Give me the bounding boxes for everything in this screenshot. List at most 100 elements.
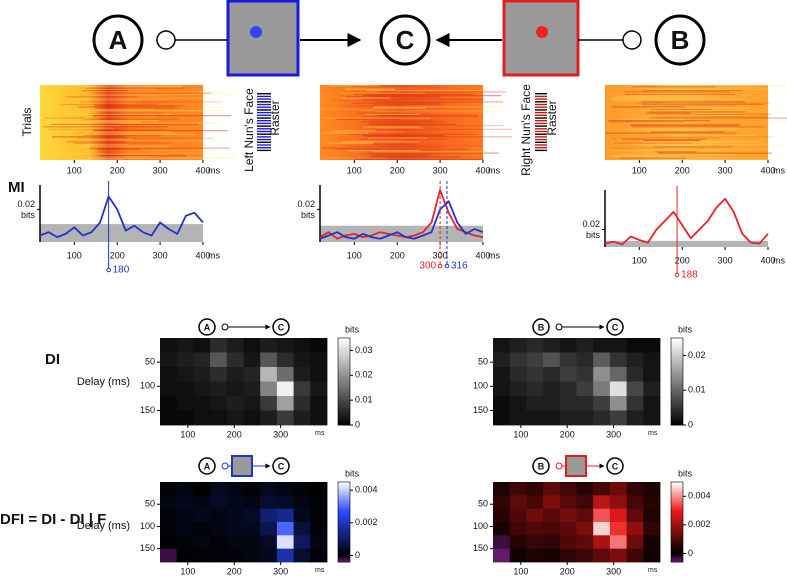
heatmap-cell (176, 367, 194, 382)
heatmap-cell (609, 508, 627, 523)
raster-streak (372, 143, 418, 145)
raster-streak (47, 128, 164, 130)
y-tick-label: 50 (145, 357, 155, 367)
raster-streak (656, 116, 769, 118)
colorbar-step (338, 407, 350, 411)
connector (555, 323, 563, 331)
x-unit: ms (208, 250, 220, 260)
colorbar-frame (337, 337, 351, 426)
colorbar-step (338, 560, 350, 563)
heatmap-cell (310, 522, 328, 536)
colorbar-step (338, 510, 350, 513)
colorbar-step (671, 506, 683, 509)
colorbar-label: bits (678, 324, 693, 334)
mi-line (319, 189, 484, 240)
colorbar-step (671, 520, 683, 523)
raster-streak (334, 148, 470, 150)
colorbar-step (671, 394, 683, 398)
raster (320, 85, 483, 160)
heatmap-cell (526, 410, 544, 426)
colorbar-step (671, 346, 683, 350)
raster-streak (322, 117, 431, 119)
flow-diagram: A C B C A C B C (198, 318, 624, 477)
heatmap-cell (559, 367, 577, 382)
heatmap-cell (626, 396, 644, 411)
colorbar-step (338, 528, 350, 531)
heatmap-cell (576, 338, 594, 353)
heatmap-cell (293, 367, 311, 382)
colorbar-step (671, 381, 683, 385)
heatmap-cell (559, 508, 577, 523)
heatmap-cell (493, 508, 511, 523)
colorbar-step (671, 353, 683, 356)
heatmap-cell (626, 495, 644, 510)
row-label: DI (45, 351, 60, 368)
heatmap-cell (526, 482, 544, 496)
colorbar-step (671, 351, 683, 354)
y-label: Delay (ms) (77, 520, 130, 532)
heatmap-cell (176, 410, 194, 426)
barcode-line (257, 114, 271, 116)
heatmap-cell (293, 410, 311, 426)
heatmap-cell (576, 535, 594, 550)
heatmap-cell (509, 410, 527, 426)
colorbar-step (671, 546, 683, 549)
heatmap-cell (509, 522, 527, 536)
raster-streak (625, 93, 735, 95)
node-label: C (396, 25, 415, 55)
x-tick-label: 100 (347, 165, 362, 175)
barcode-line (257, 144, 271, 146)
heatmap-cell (193, 522, 211, 536)
node-circle (606, 318, 624, 336)
colorbar-step (338, 508, 350, 511)
colorbar-step (338, 353, 350, 356)
colorbar-step (671, 482, 683, 485)
x-tick-label: 400 (760, 255, 775, 265)
colorbar-step (671, 385, 683, 389)
x-unit: ms (773, 255, 785, 265)
colorbar-step (671, 355, 683, 358)
heatmap-cell (526, 548, 544, 563)
colorbar-step (338, 534, 350, 537)
heatmap-cell (310, 396, 328, 411)
heatmap-cell (176, 522, 194, 536)
raster-streak (357, 112, 400, 114)
x-tick-label: 100 (513, 429, 528, 439)
raster-streak (353, 86, 447, 88)
raster-streak (612, 155, 663, 157)
heatmap-cell (643, 522, 661, 536)
colorbar-tick-label: 0 (355, 550, 360, 560)
colorbar-step (338, 500, 350, 503)
raster-streak (59, 103, 159, 105)
raster-streak (81, 90, 128, 92)
heatmap-cell (576, 495, 594, 510)
x-tick-label: 100 (632, 165, 647, 175)
heatmap-cell (193, 396, 211, 411)
raster-streak (632, 86, 716, 88)
raster-streak (322, 157, 389, 159)
raster-streak (658, 152, 773, 154)
heatmap-cell (260, 396, 278, 411)
heatmap-cell (210, 367, 228, 382)
heatmap-cell (576, 508, 594, 523)
colorbar-step (338, 496, 350, 499)
heatmap-cell (210, 338, 228, 353)
heatmap-cell (310, 381, 328, 397)
row-label: MI (8, 179, 25, 196)
colorbar-step (338, 398, 350, 402)
colorbar-step (671, 544, 683, 547)
heatmap-cell (526, 508, 544, 523)
x-unit: ms (648, 430, 658, 437)
x-tick-label: 200 (675, 255, 690, 265)
raster-streak (663, 105, 735, 107)
colorbar-step (671, 512, 683, 515)
raster-streak (321, 147, 381, 149)
x-tick-label: 100 (180, 429, 195, 439)
heatmap-cell (160, 338, 178, 353)
raster-streak (642, 115, 746, 117)
colorbar-step (671, 486, 683, 489)
raster-streak (348, 133, 477, 135)
colorbar-step (338, 544, 350, 547)
heatmap-cell (643, 338, 661, 353)
raster-streak (340, 92, 426, 94)
